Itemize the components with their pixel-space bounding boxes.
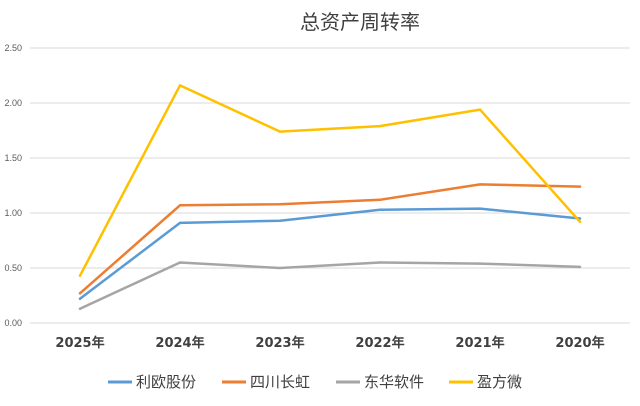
data-point	[178, 84, 182, 87]
chart-title: 总资产周转率	[300, 10, 420, 34]
data-point	[378, 124, 382, 128]
data-point	[78, 274, 82, 277]
gridlines	[30, 47, 630, 324]
series-line-3	[78, 261, 582, 310]
x-tick-label: 2025年	[55, 335, 104, 351]
x-tick-label: 2020年	[555, 335, 604, 351]
x-tick-label: 2024年	[155, 335, 204, 351]
data-point	[178, 204, 182, 207]
series-line-1	[78, 207, 582, 301]
legend-label: 利欧股份	[136, 373, 196, 391]
data-point	[478, 262, 482, 265]
data-point	[78, 292, 82, 295]
y-tick-label: 0.00	[4, 318, 22, 328]
data-point	[378, 261, 382, 264]
x-axis-ticks: 2025年 2024年 2023年 2022年 2021年 2020年	[55, 335, 604, 351]
data-point	[278, 266, 282, 270]
data-point	[78, 307, 82, 310]
data-point	[378, 208, 382, 211]
series-lines	[78, 84, 582, 310]
series-line-4	[78, 84, 582, 277]
y-tick-label: 2.00	[4, 98, 22, 108]
data-point	[578, 185, 582, 188]
data-point	[178, 221, 182, 225]
data-point	[178, 261, 182, 264]
data-point	[278, 203, 282, 206]
legend-label: 四川长虹	[250, 373, 310, 391]
data-point	[378, 198, 382, 201]
y-tick-label: 0.50	[4, 263, 22, 273]
data-point	[578, 217, 582, 220]
y-axis-ticks: 0.00 0.50 1.00 1.50 2.00 2.50	[4, 43, 22, 328]
legend: 利欧股份 四川长虹 东华软件 盈方微	[108, 373, 522, 391]
data-point	[478, 108, 482, 111]
data-point	[478, 207, 482, 210]
x-tick-label: 2023年	[255, 335, 304, 351]
data-point	[78, 297, 82, 300]
legend-label: 东华软件	[364, 373, 424, 391]
y-tick-label: 1.00	[4, 208, 22, 218]
data-point	[578, 265, 582, 269]
y-tick-label: 1.50	[4, 153, 22, 163]
data-point	[478, 183, 482, 186]
x-tick-label: 2022年	[355, 335, 404, 351]
x-tick-label: 2021年	[455, 335, 504, 351]
legend-label: 盈方微	[477, 373, 522, 391]
data-point	[578, 220, 582, 223]
data-point	[278, 219, 282, 222]
y-tick-label: 2.50	[4, 43, 22, 53]
series-line-2	[78, 183, 582, 295]
data-point	[278, 130, 282, 133]
